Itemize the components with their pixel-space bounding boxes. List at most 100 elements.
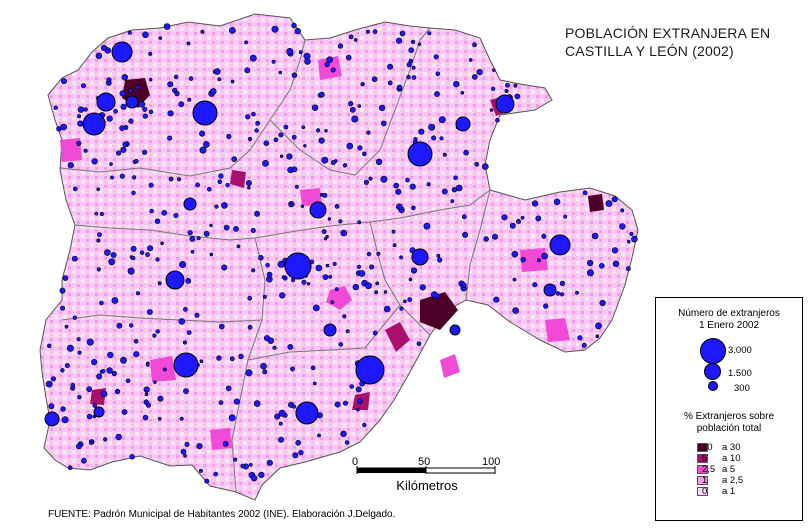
municipality-bubble (512, 307, 519, 314)
municipality-bubble (260, 362, 267, 370)
municipality-bubble (167, 135, 173, 141)
municipality-bubble (60, 123, 68, 131)
municipality-bubble (148, 51, 153, 56)
municipality-bubble (434, 91, 440, 97)
municipality-bubble (342, 400, 348, 406)
legend-percent-title-2: población total (696, 423, 762, 434)
municipality-bubble (408, 47, 415, 54)
municipality-bubble (196, 236, 201, 241)
municipality-bubble (149, 208, 154, 214)
municipality-bubble (167, 110, 174, 117)
municipality-bubble (383, 305, 391, 313)
municipality-bubble (221, 264, 228, 271)
map-legend: Número de extranjeros 1 Enero 2002 3.000… (655, 297, 803, 521)
municipality-bubble (419, 284, 426, 291)
municipality-bubble (111, 297, 119, 304)
city-bubble (411, 248, 429, 266)
municipality-bubble (95, 52, 103, 59)
legend-class-from: 2,5 (702, 464, 716, 475)
municipality-bubble (251, 475, 258, 482)
municipality-bubble (207, 187, 212, 192)
city-bubble (192, 100, 218, 126)
municipality-bubble (266, 459, 273, 466)
municipality-bubble (138, 101, 146, 108)
municipality-bubble (187, 97, 192, 102)
municipality-bubble (380, 175, 388, 183)
municipality-bubble (345, 54, 352, 61)
municipality-bubble (91, 158, 98, 165)
large-foreigner-bubbles (44, 41, 571, 427)
municipality-bubble (378, 104, 386, 112)
municipality-bubble (229, 356, 235, 362)
municipality-bubble (395, 37, 403, 44)
municipality-bubble (535, 215, 542, 222)
municipality-bubble (204, 478, 210, 484)
municipality-bubble (504, 89, 509, 94)
municipality-bubble (81, 83, 87, 89)
municipality-bubble (218, 400, 224, 405)
municipality-bubble (196, 443, 203, 450)
municipality-bubble (586, 269, 594, 277)
municipality-bubble (288, 202, 293, 208)
municipality-bubble (113, 108, 118, 114)
municipality-bubble (76, 337, 81, 342)
municipality-bubble (317, 433, 321, 438)
municipality-bubble (271, 59, 276, 64)
municipality-bubble (342, 163, 348, 168)
municipality-bubble (340, 430, 347, 437)
legend-class-to: a 2,5 (722, 475, 744, 486)
municipality-bubble (410, 267, 418, 274)
municipality-bubble (245, 369, 253, 377)
city-bubble (284, 252, 312, 280)
municipality-bubble (209, 252, 214, 257)
municipality-bubble (199, 146, 207, 154)
municipality-bubble (262, 369, 268, 375)
municipality-bubble (233, 398, 240, 405)
municipality-bubble (83, 148, 88, 153)
legend-class-swatch (697, 443, 708, 452)
municipality-bubble (311, 104, 319, 111)
municipality-bubble (110, 175, 114, 180)
city-bubble (543, 283, 557, 297)
municipality-bubble (380, 120, 387, 127)
municipality-bubble (160, 241, 164, 246)
municipality-bubble (407, 297, 413, 302)
municipality-bubble (491, 233, 498, 240)
municipality-bubble (408, 277, 413, 282)
municipality-bubble (96, 187, 100, 192)
city-bubble (183, 197, 197, 211)
municipality-bubble (348, 34, 354, 40)
municipality-bubble (460, 282, 467, 288)
municipality-bubble (374, 290, 379, 295)
municipality-bubble (321, 156, 329, 164)
municipality-bubble (346, 142, 354, 150)
municipality-bubble (319, 91, 325, 98)
municipality-bubble (182, 306, 188, 312)
municipality-bubble (103, 437, 108, 442)
municipality-bubble (426, 182, 431, 187)
municipality-bubble (337, 43, 344, 49)
city-bubble (125, 95, 139, 109)
municipality-bubble (106, 115, 113, 122)
municipality-bubble (281, 275, 286, 280)
municipality-bubble (96, 267, 101, 272)
municipality-bubble (514, 93, 521, 100)
municipality-bubble (222, 440, 229, 447)
municipality-bubble (148, 182, 154, 188)
foreigner-bubbles (45, 22, 638, 484)
municipality-bubble (291, 22, 297, 29)
municipality-bubble (97, 232, 102, 238)
municipality-bubble (106, 367, 113, 374)
municipality-bubble (255, 120, 261, 126)
municipality-bubble (476, 68, 483, 76)
municipality-bubble (541, 233, 547, 239)
municipality-bubble (349, 106, 356, 113)
municipality-bubble (376, 251, 381, 256)
municipality-bubble (70, 382, 76, 388)
municipality-bubble (249, 462, 253, 467)
municipality-bubble (119, 90, 126, 97)
municipality-bubble (251, 111, 256, 117)
municipality-bubble (513, 83, 518, 88)
municipality-bubble (505, 82, 510, 88)
legend-class-to: a 1 (722, 486, 736, 497)
